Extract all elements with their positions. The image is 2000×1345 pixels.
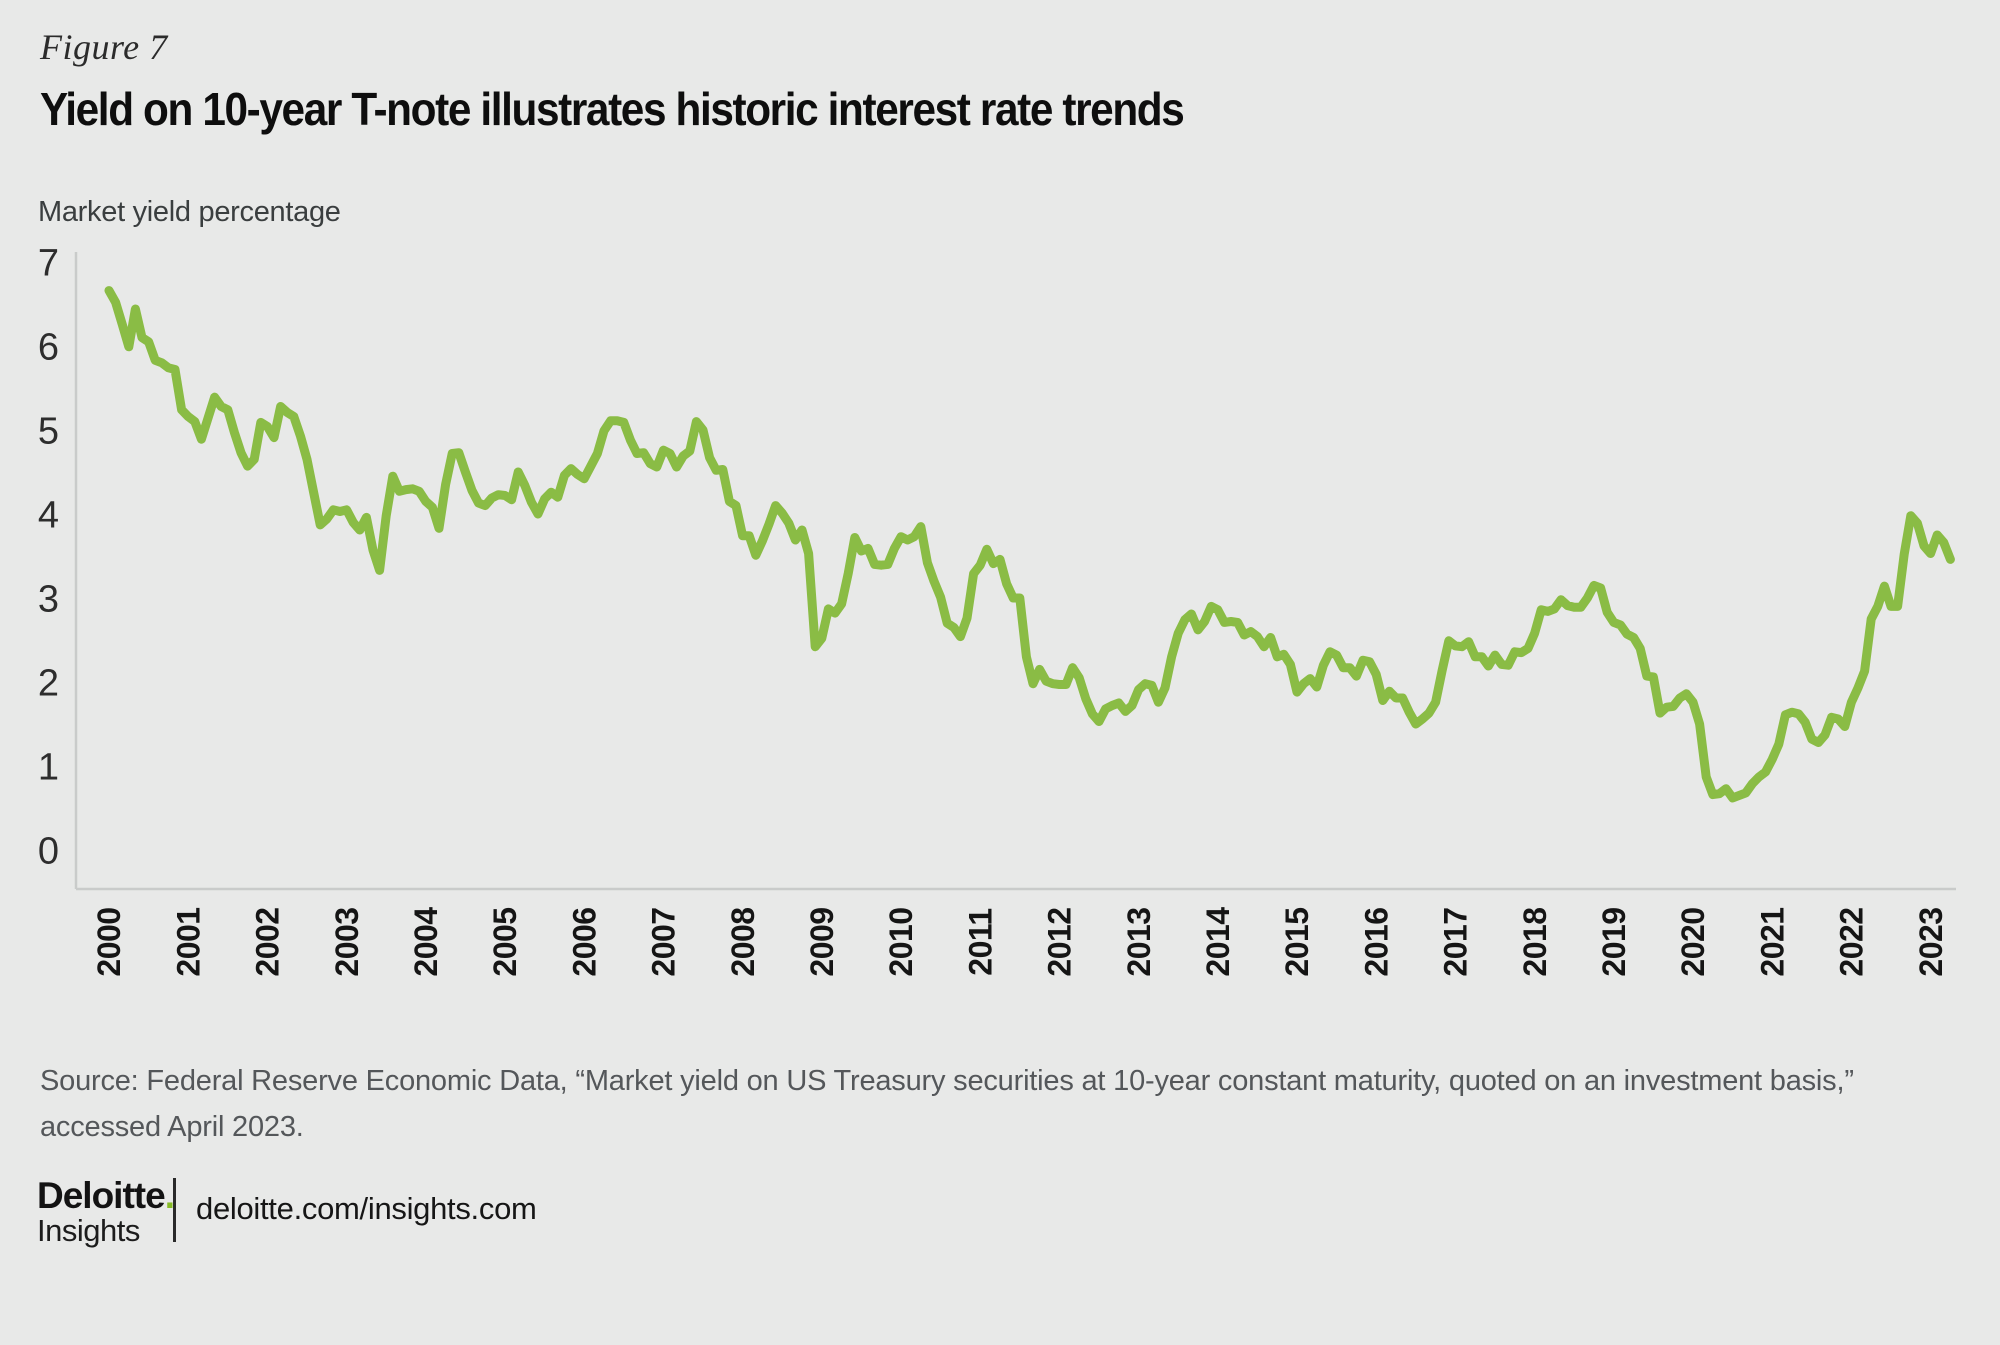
page-title: Yield on 10-year T-note illustrates hist…: [40, 83, 1185, 135]
x-tick-label: 2005: [487, 907, 523, 976]
x-tick-label: 2014: [1200, 907, 1236, 977]
x-tick-label: 2023: [1913, 907, 1949, 976]
y-axis-title: Market yield percentage: [38, 196, 341, 228]
x-tick-label: 2011: [962, 908, 998, 975]
x-tick-label: 2017: [1438, 907, 1474, 976]
y-tick-label: 3: [38, 578, 58, 620]
y-tick-label: 2: [38, 662, 58, 704]
x-tick-label: 2022: [1834, 907, 1870, 976]
insights-text: Insights: [37, 1213, 140, 1248]
x-tick-label: 2002: [250, 907, 286, 976]
x-tick-label: 2021: [1754, 907, 1790, 976]
yield-line-series: [104, 286, 1955, 803]
y-tick-label: 5: [38, 410, 58, 452]
x-tick-label: 2018: [1517, 907, 1553, 976]
figure-label: Figure 7: [40, 27, 168, 67]
y-tick-label: 7: [38, 242, 58, 284]
x-tick-label: 2004: [408, 907, 444, 977]
footer-logo-block: Deloitte. Insights deloitte.com/insights…: [37, 1175, 537, 1248]
deloitte-insights-logo: Deloitte. Insights: [37, 1175, 175, 1248]
source-line-2: accessed April 2023.: [40, 1111, 304, 1143]
footer-url: deloitte.com/insights.com: [196, 1191, 537, 1226]
x-tick-label: 2019: [1596, 907, 1632, 976]
footer-divider: [173, 1178, 176, 1242]
x-tick-label: 2008: [725, 907, 761, 976]
deloitte-text: Deloitte: [37, 1175, 166, 1216]
line-chart: 0 1 2 3 4 5 6 7 2000 2001 2002 2003 2004 2005 2006 2007…: [38, 242, 1956, 977]
y-tick-label: 4: [38, 494, 59, 536]
x-tick-label: 2016: [1358, 907, 1394, 976]
x-tick-label: 2009: [804, 907, 840, 976]
x-tick-label: 2000: [91, 907, 127, 976]
y-tick-label: 6: [38, 326, 58, 368]
x-tick-label: 2006: [566, 907, 602, 976]
x-tick-label: 2020: [1675, 907, 1711, 976]
y-tick-label: 0: [38, 830, 58, 872]
x-tick-label: 2003: [329, 907, 365, 976]
x-tick-label: 2001: [170, 907, 206, 976]
x-tick-label: 2007: [646, 907, 682, 976]
deloitte-green-dot: .: [164, 1175, 175, 1216]
deloitte-wordmark: Deloitte.: [37, 1175, 175, 1216]
x-tick-label: 2012: [1042, 907, 1078, 976]
source-line-1: Source: Federal Reserve Economic Data, “…: [40, 1065, 1854, 1097]
y-tick-label: 1: [38, 746, 58, 788]
x-tick-label: 2015: [1279, 907, 1315, 976]
x-tick-label: 2010: [883, 907, 919, 976]
x-tick-label: 2013: [1121, 907, 1157, 976]
source-note: Source: Federal Reserve Economic Data, “…: [40, 1058, 1950, 1150]
